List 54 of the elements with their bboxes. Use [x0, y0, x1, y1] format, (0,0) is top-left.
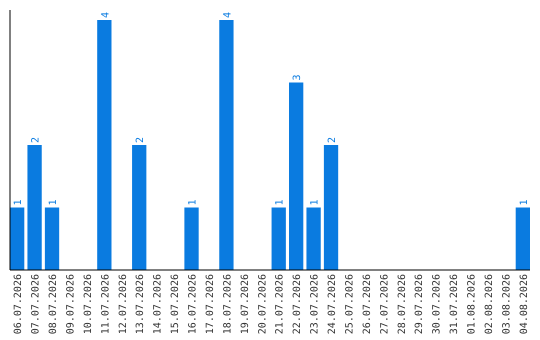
x-tick-label: 17.07.2026 — [204, 274, 216, 334]
data-label: 1 — [310, 199, 321, 206]
bar — [132, 145, 146, 270]
x-tick-label: 16.07.2026 — [188, 274, 199, 334]
x-tick-label: 08.07.2026 — [48, 274, 60, 334]
x-tick-label: 23.07.2026 — [310, 274, 321, 334]
x-tick-label: 24.07.2026 — [327, 274, 338, 334]
x-tick-label: 03.08.2026 — [501, 274, 512, 334]
data-label: 2 — [327, 136, 338, 143]
bar — [184, 208, 199, 270]
x-tick-label: 27.07.2026 — [379, 274, 390, 334]
data-label: 4 — [100, 12, 112, 18]
data-label: 4 — [222, 12, 234, 18]
data-label: 1 — [518, 199, 530, 206]
data-label: 2 — [30, 136, 42, 143]
bar — [219, 20, 234, 270]
x-tick-label: 31.07.2026 — [449, 274, 460, 334]
data-label: 2 — [135, 136, 146, 143]
x-tick-label: 28.07.2026 — [396, 274, 408, 334]
x-tick-label: 11.07.2026 — [100, 274, 112, 334]
x-tick-label: 21.07.2026 — [274, 274, 286, 334]
x-tick-label: 09.07.2026 — [65, 274, 76, 334]
bar — [516, 208, 530, 270]
data-label: 1 — [188, 199, 199, 206]
bar — [27, 145, 42, 270]
x-tick-label: 29.07.2026 — [414, 274, 426, 334]
bar — [44, 208, 60, 270]
x-tick-label: 14.07.2026 — [152, 274, 164, 334]
bar — [97, 20, 112, 270]
bar — [324, 145, 338, 270]
x-tick-label: 07.07.2026 — [30, 274, 42, 334]
data-label: 1 — [13, 199, 24, 206]
x-tick-label: 25.07.2026 — [344, 274, 356, 334]
x-tick-label: 02.08.2026 — [484, 274, 495, 334]
data-label: 1 — [274, 199, 286, 206]
x-tick-label: 15.07.2026 — [170, 274, 182, 334]
bar — [10, 208, 24, 270]
bar — [289, 82, 304, 270]
x-tick-label: 30.07.2026 — [432, 274, 443, 334]
x-tick-label: 22.07.2026 — [292, 274, 304, 334]
x-tick-label: 20.07.2026 — [257, 274, 268, 334]
x-tick-label: 26.07.2026 — [362, 274, 373, 334]
data-label: 3 — [292, 74, 304, 80]
data-label: 1 — [48, 199, 60, 206]
x-tick-label: 10.07.2026 — [82, 274, 94, 334]
bar — [272, 208, 286, 270]
x-tick-label: 18.07.2026 — [222, 274, 234, 334]
x-tick-label: 06.07.2026 — [13, 274, 24, 334]
x-tick-label: 04.08.2026 — [518, 274, 530, 334]
x-tick-label: 19.07.2026 — [240, 274, 251, 334]
x-tick-label: 01.08.2026 — [466, 274, 478, 334]
bar — [306, 208, 321, 270]
x-tick-label: 13.07.2026 — [135, 274, 146, 334]
x-tick-label: 12.07.2026 — [118, 274, 129, 334]
